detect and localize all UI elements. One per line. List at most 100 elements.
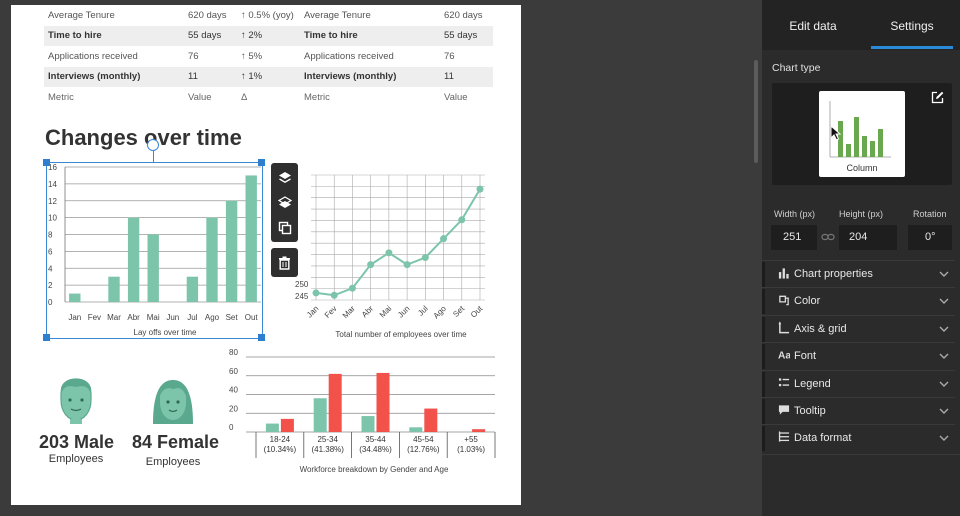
speech-bubble-icon bbox=[778, 405, 790, 415]
accordion-label: Legend bbox=[794, 377, 831, 390]
tab-settings[interactable]: Settings bbox=[890, 19, 934, 33]
chevron-down-icon bbox=[939, 353, 949, 360]
y-tick-label: 4 bbox=[48, 264, 53, 273]
bar-chart-icon bbox=[778, 268, 789, 279]
metric-cell: Applications received bbox=[304, 50, 394, 62]
duplicate-button[interactable] bbox=[271, 215, 298, 240]
x-tick-label: Fev bbox=[88, 313, 101, 322]
chevron-down-icon bbox=[939, 435, 949, 442]
section-title[interactable]: Changes over time bbox=[45, 125, 242, 150]
accordion-tooltip[interactable]: Tooltip bbox=[762, 397, 955, 424]
value-cell: 55 days bbox=[440, 25, 493, 46]
female-stat[interactable]: 84 Female Employees bbox=[132, 378, 219, 468]
resize-handle-bottom-right[interactable] bbox=[258, 334, 265, 341]
accordion-legend[interactable]: Legend bbox=[762, 369, 955, 397]
chart-type-picker[interactable]: Column bbox=[772, 83, 952, 185]
edit-icon[interactable] bbox=[931, 91, 944, 104]
resize-handle-top-right[interactable] bbox=[258, 159, 265, 166]
height-input[interactable]: 204 bbox=[839, 225, 897, 250]
document-canvas[interactable]: Average Tenure 620 days ↑ 0.5% (yoy) Averag… bbox=[11, 5, 521, 505]
x-tick-label: Ago bbox=[432, 304, 449, 321]
x-tick-sublabel: (34.48%) bbox=[359, 445, 392, 454]
x-tick-label: Mar bbox=[107, 313, 121, 322]
y-tick-label: 0 bbox=[229, 423, 234, 432]
accordion-label: Tooltip bbox=[794, 405, 826, 417]
bar bbox=[376, 372, 390, 432]
metric-cell: Time to hire bbox=[300, 25, 440, 46]
resize-handle-bottom-left[interactable] bbox=[43, 334, 50, 341]
x-tick-label: Abr bbox=[127, 313, 140, 322]
metric-cell: Time to hire bbox=[44, 25, 184, 46]
layer-up-icon bbox=[278, 171, 291, 183]
delta-cell: ↑ 1% bbox=[237, 66, 300, 87]
kpi-row[interactable]: Average Tenure 620 days ↑ 0.5% (yoy) Averag… bbox=[44, 5, 493, 26]
rotation-handle[interactable] bbox=[147, 139, 159, 151]
chart-title: Total number of employees over time bbox=[335, 330, 467, 339]
link-icon[interactable] bbox=[821, 232, 835, 242]
kpi-row[interactable]: Interviews (monthly) 11 ↑ 1% Interviews (mo… bbox=[44, 66, 493, 87]
value-cell: 55 days bbox=[184, 25, 237, 46]
delete-button[interactable] bbox=[271, 250, 298, 275]
bar bbox=[280, 418, 294, 432]
kpi-row[interactable]: Applications received 76 ↑ 5% Applications … bbox=[44, 46, 493, 67]
chevron-down-icon bbox=[939, 271, 949, 277]
female-avatar-icon bbox=[153, 380, 193, 424]
workforce-chart[interactable]: 0 20 40 60 80 18-24(10.34%) 25-34(41.38%) 35-44… bbox=[229, 345, 499, 480]
data-point bbox=[330, 291, 338, 299]
layoffs-chart[interactable]: 0 2 4 6 8 10 12 14 16 Jan Fev Mar Abr Mai Jun Jul Ago Set… bbox=[47, 160, 263, 338]
kpi-table[interactable]: Average Tenure 620 days ↑ 0.5% (yoy) Averag… bbox=[44, 5, 493, 108]
rotation-input[interactable]: 0° bbox=[908, 225, 952, 250]
height-label: Height (px) bbox=[839, 209, 884, 219]
bring-forward-button[interactable] bbox=[271, 165, 298, 190]
value-cell: Value bbox=[444, 91, 468, 103]
accordion-data-format[interactable]: Data format bbox=[762, 424, 955, 452]
height-value: 204 bbox=[849, 231, 868, 243]
accordion-label: Font bbox=[794, 350, 817, 363]
accordion-axis-grid[interactable]: Axis & grid bbox=[762, 314, 955, 342]
accordion-font[interactable]: Aa Font bbox=[762, 342, 955, 370]
width-input[interactable]: 251 bbox=[771, 225, 817, 250]
bar bbox=[225, 200, 238, 302]
canvas-scrollbar[interactable] bbox=[754, 60, 758, 163]
y-tick-label: 80 bbox=[229, 348, 238, 357]
bar bbox=[328, 373, 342, 432]
x-tick-label: Out bbox=[245, 313, 259, 322]
bar bbox=[186, 276, 199, 302]
delta-cell: Δ bbox=[241, 91, 248, 103]
x-tick-label: Mar bbox=[341, 304, 357, 320]
x-tick-label: Jul bbox=[416, 304, 430, 318]
kpi-row[interactable]: Time to hire 55 days ↑ 2% Time to hire 55 da… bbox=[44, 25, 493, 46]
accordion-label: Data format bbox=[794, 432, 852, 445]
value-cell: 11 bbox=[440, 66, 493, 87]
font-icon: Aa bbox=[778, 351, 790, 362]
y-tick-label: 6 bbox=[48, 247, 53, 256]
accordion-chart-properties[interactable]: Chart properties bbox=[762, 260, 955, 287]
y-tick-label: 10 bbox=[48, 214, 57, 223]
x-tick-label: Fev bbox=[323, 304, 339, 320]
accordion-marker bbox=[762, 426, 765, 452]
metric-cell: Metric bbox=[304, 91, 330, 103]
element-toolbar bbox=[271, 163, 298, 277]
y-tick-label: 40 bbox=[229, 386, 238, 395]
kpi-header-row[interactable]: Metric Value Δ Metric Value bbox=[44, 87, 493, 108]
chevron-down-icon bbox=[939, 298, 949, 305]
male-label: Employees bbox=[48, 453, 104, 465]
accordion-color[interactable]: Color bbox=[762, 287, 955, 315]
value-cell: 620 days bbox=[444, 9, 483, 21]
female-label: Employees bbox=[145, 456, 201, 468]
rotation-label: Rotation bbox=[913, 209, 947, 219]
rotation-value: 0° bbox=[925, 231, 936, 243]
send-backward-button[interactable] bbox=[271, 190, 298, 215]
accordion-marker bbox=[762, 371, 765, 397]
male-stat[interactable]: 203 Male Employees bbox=[39, 378, 114, 465]
resize-handle-top-left[interactable] bbox=[43, 159, 50, 166]
accordion-marker bbox=[762, 344, 765, 370]
x-tick-label: Mai bbox=[378, 304, 394, 320]
y-tick-label: 8 bbox=[48, 231, 53, 240]
data-point bbox=[403, 261, 411, 269]
bar bbox=[361, 416, 375, 432]
tab-edit-data[interactable]: Edit data bbox=[789, 19, 837, 33]
employees-chart[interactable]: 245 250 Jan Fev Mar Abr Mai Jun Jul Ago Set Out Tota… bbox=[289, 160, 495, 340]
data-point bbox=[348, 284, 356, 292]
legend-icon bbox=[778, 377, 790, 386]
